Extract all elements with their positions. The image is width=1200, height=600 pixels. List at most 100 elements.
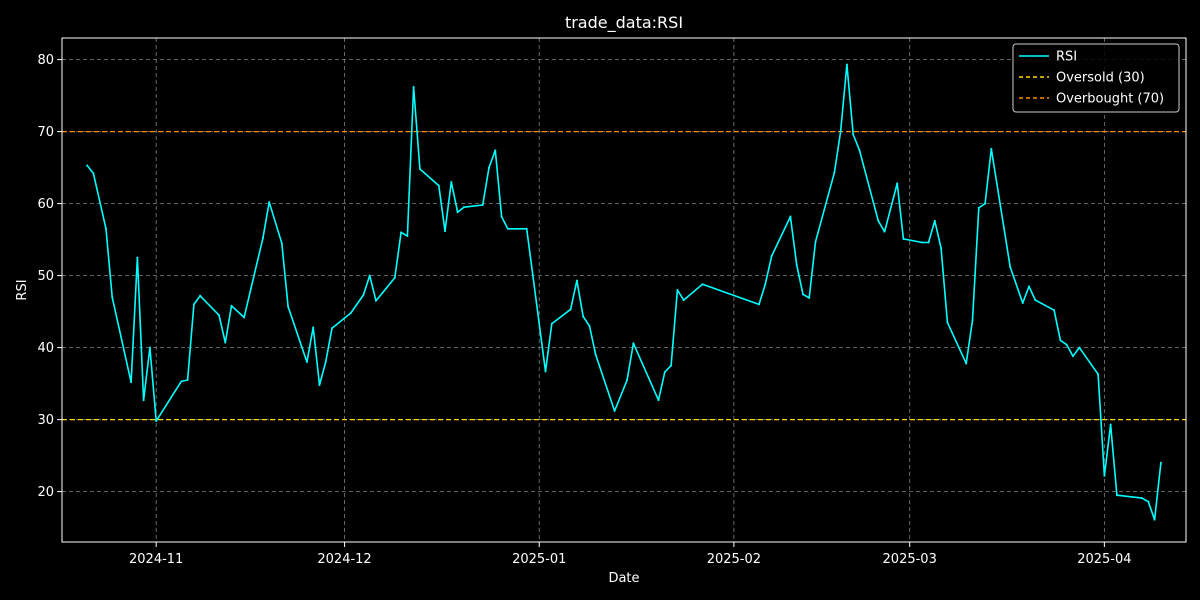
data-point: [852, 133, 855, 136]
data-point: [1141, 497, 1144, 500]
data-point: [1147, 500, 1150, 503]
data-point: [770, 255, 773, 258]
data-point: [450, 181, 453, 183]
data-point: [199, 294, 202, 297]
data-point: [594, 353, 597, 356]
data-point: [437, 184, 440, 187]
data-point: [362, 294, 365, 297]
data-point: [858, 149, 861, 152]
data-point: [180, 380, 183, 383]
data-point: [575, 279, 578, 282]
data-point: [400, 231, 403, 234]
data-point: [544, 370, 547, 373]
data-point: [808, 296, 811, 299]
data-point: [657, 399, 660, 402]
data-point: [456, 211, 459, 214]
data-point: [801, 293, 804, 296]
data-point: [243, 316, 246, 319]
data-point: [331, 327, 334, 330]
y-tick-label: 20: [37, 485, 54, 500]
data-point: [965, 362, 968, 365]
data-point: [525, 227, 528, 230]
y-axis-label: RSI: [15, 279, 30, 300]
y-axis: 20 30 40 50 60 70 80: [37, 53, 62, 500]
plot-frame: [61, 37, 1187, 543]
data-point: [92, 172, 95, 175]
data-point: [845, 63, 848, 66]
data-point: [494, 149, 497, 152]
data-point: [261, 237, 264, 240]
data-point: [632, 342, 635, 345]
data-point: [588, 325, 591, 327]
data-point: [1021, 301, 1024, 304]
y-tick-label: 50: [37, 269, 54, 284]
data-point: [758, 303, 761, 306]
data-point: [217, 314, 220, 317]
data-point: [487, 166, 490, 169]
y-tick-label: 60: [37, 197, 54, 212]
data-point: [186, 379, 189, 381]
data-point: [368, 274, 371, 277]
data-point: [883, 230, 886, 233]
data-point: [613, 409, 616, 412]
data-point: [224, 341, 227, 344]
data-point: [1053, 309, 1056, 312]
legend-entry-label: Oversold (30): [1056, 71, 1145, 86]
data-point: [814, 240, 817, 243]
data-point: [374, 299, 377, 302]
data-point: [663, 371, 666, 374]
chart-title: trade_data:RSI: [565, 13, 683, 33]
series-line: [86, 63, 1162, 521]
x-tick-label: 2024-11: [129, 552, 183, 567]
data-point: [111, 296, 114, 299]
data-point: [192, 303, 195, 306]
data-point: [833, 171, 836, 174]
data-point: [946, 321, 949, 324]
y-tick-label: 40: [37, 341, 54, 356]
data-point: [701, 283, 704, 286]
data-point: [104, 227, 107, 230]
data-point: [1109, 423, 1112, 426]
data-point: [670, 364, 673, 367]
data-point: [984, 202, 987, 205]
data-point: [1115, 494, 1118, 497]
y-tick-label: 30: [37, 413, 54, 428]
data-point: [1059, 339, 1062, 342]
data-point: [921, 241, 924, 244]
data-point: [977, 206, 980, 209]
data-point: [626, 379, 629, 381]
data-point: [1065, 343, 1068, 346]
data-point: [86, 164, 89, 167]
data-point: [506, 227, 509, 230]
data-point: [462, 206, 465, 209]
data-point: [1034, 299, 1037, 302]
y-tick-label: 70: [37, 125, 54, 140]
data-point: [406, 235, 409, 237]
data-point: [940, 247, 943, 250]
legend-entry-label: RSI: [1056, 50, 1077, 65]
data-point: [1078, 346, 1081, 349]
data-point: [795, 263, 798, 266]
data-point: [1028, 285, 1031, 288]
reference-lines: [62, 131, 1186, 421]
data-point: [136, 256, 139, 259]
x-tick-label: 2024-12: [317, 552, 371, 567]
data-point: [268, 201, 271, 204]
data-point: [142, 399, 145, 402]
data-point: [839, 130, 842, 133]
data-point: [1097, 373, 1100, 376]
data-point: [287, 305, 290, 308]
data-point: [789, 215, 792, 218]
x-axis-label: Date: [608, 571, 639, 586]
data-point: [676, 289, 679, 291]
data-point: [1071, 355, 1074, 358]
data-point: [902, 237, 905, 240]
data-point: [230, 304, 233, 307]
data-point: [1103, 474, 1106, 477]
data-point: [318, 384, 321, 387]
data-point: [305, 361, 308, 363]
data-point: [155, 420, 158, 423]
data-point: [971, 319, 974, 322]
